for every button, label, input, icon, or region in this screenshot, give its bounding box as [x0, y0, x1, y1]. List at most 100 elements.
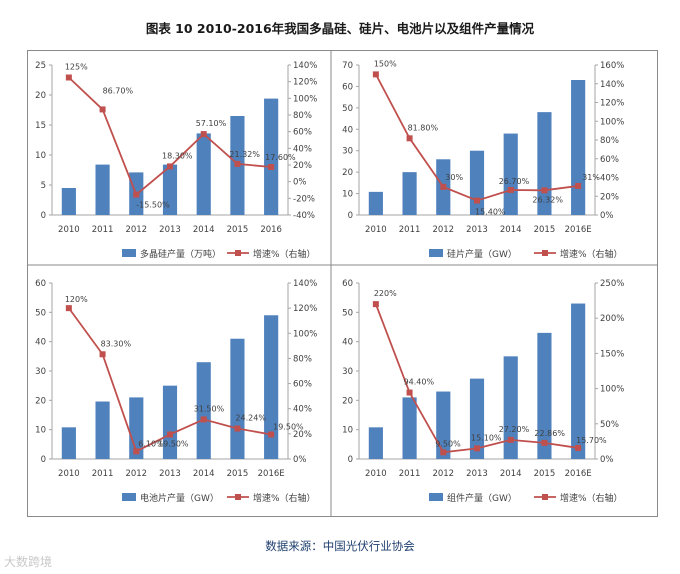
chart-1: 0 5 10 15 20 25 -40% -20% 0% 20% 40% 60% 80% 100% 120%…: [35, 61, 317, 260]
right-axis-tick-label: 140%: [293, 61, 317, 71]
x-axis-tick-label: 2014: [193, 225, 215, 235]
bar: [537, 332, 552, 459]
left-axis-tick-label: 20: [35, 396, 46, 406]
growth-rate-point: [406, 135, 413, 142]
growth-rate-data-label: 15.70%: [576, 436, 607, 445]
bar: [264, 315, 279, 459]
legend-swatch-marker: [235, 250, 241, 256]
x-axis-tick-label: 2015: [227, 469, 249, 479]
growth-rate-point: [200, 416, 207, 423]
growth-rate-data-label: 24.24%: [235, 414, 266, 423]
x-axis-tick-label: 2014: [500, 469, 522, 479]
growth-rate-point: [440, 449, 447, 456]
right-axis-tick-label: 120%: [600, 99, 624, 109]
x-axis-tick-label: 2012: [432, 225, 454, 235]
right-axis-tick-label: 150%: [600, 349, 624, 359]
left-axis-tick-label: 70: [342, 61, 353, 71]
chart-2: 0 10 20 30 40 50 60 70 0% 20% 40% 60% 80% 100% 120% 140…: [342, 59, 624, 260]
bar: [571, 80, 586, 215]
left-axis-tick-label: 40: [342, 338, 353, 348]
x-axis-tick-label: 2016: [260, 225, 282, 235]
right-axis-tick-label: -20%: [293, 194, 315, 204]
bar: [230, 338, 245, 459]
bar: [571, 303, 586, 459]
left-axis-tick-label: 0: [348, 455, 353, 465]
growth-rate-data-label: 31.50%: [194, 404, 225, 413]
growth-rate-point: [65, 305, 72, 312]
legend-swatch-marker: [542, 494, 548, 500]
right-axis-tick-label: 60%: [293, 128, 312, 138]
growth-rate-point: [541, 439, 548, 446]
chart-4: 0 10 20 30 40 50 60 0% 50% 100% 150% 200% 250% 2010 20…: [342, 279, 624, 504]
legend-swatch-bar: [429, 249, 443, 257]
growth-rate-data-label: 19.50%: [273, 422, 304, 431]
growth-rate-data-label: 26.32%: [532, 195, 563, 204]
right-axis-tick-label: 40%: [293, 144, 312, 154]
left-axis-tick-label: 30: [342, 367, 353, 377]
right-axis-tick-label: 0%: [293, 178, 307, 188]
growth-rate-data-label: 94.40%: [404, 378, 435, 387]
x-axis-tick-label: 2015: [227, 225, 249, 235]
growth-rate-point: [234, 160, 241, 167]
growth-rate-point: [167, 431, 173, 438]
x-axis-tick-label: 2011: [399, 469, 421, 479]
left-axis-tick-label: 50: [342, 104, 353, 114]
right-axis-tick-label: 80%: [600, 136, 619, 146]
x-axis-tick-label: 2013: [159, 469, 181, 479]
x-axis-tick-label: 2016E: [565, 469, 592, 479]
right-axis-tick-label: 40%: [293, 405, 312, 415]
left-axis-tick-label: 50: [35, 308, 46, 318]
left-axis-tick-label: 25: [35, 61, 46, 71]
right-axis-tick-label: 250%: [600, 279, 624, 289]
bar: [196, 362, 211, 459]
growth-rate-data-label: 31%: [582, 173, 600, 182]
bar: [162, 164, 178, 215]
x-axis-tick-label: 2012: [125, 469, 147, 479]
bar: [95, 164, 110, 215]
bar: [469, 378, 485, 459]
left-axis-tick-label: 5: [41, 181, 46, 191]
legend-label-bar: 组件产量（GW）: [447, 492, 517, 504]
growth-rate-point: [372, 301, 379, 308]
right-axis-tick-label: 80%: [293, 354, 312, 364]
right-axis-tick-label: 160%: [600, 61, 624, 71]
right-axis-tick-label: 40%: [600, 174, 619, 184]
growth-rate-data-label: 26.70%: [499, 177, 530, 186]
growth-rate-point: [99, 106, 106, 113]
growth-rate-data-label: 220%: [374, 289, 397, 298]
growth-rate-point: [268, 164, 275, 170]
bar: [61, 188, 76, 215]
growth-rate-data-label: 17.60%: [265, 153, 296, 162]
right-axis-tick-label: 120%: [293, 304, 317, 314]
x-axis-tick-label: 2016E: [258, 469, 285, 479]
legend-label-line: 增速%（右轴）: [253, 492, 316, 504]
growth-rate-point: [133, 191, 140, 198]
x-axis-tick-label: 2013: [159, 225, 181, 235]
source-note: 数据来源：中国光伏行业协会: [265, 539, 415, 553]
bar: [61, 427, 76, 459]
bar: [95, 401, 110, 459]
growth-rate-point: [372, 71, 379, 78]
bar: [368, 191, 383, 215]
legend-label-bar: 多晶硅产量（万吨）: [140, 248, 221, 260]
x-axis-tick-label: 2011: [399, 225, 421, 235]
growth-rate-point: [200, 131, 207, 138]
right-axis-tick-label: 100%: [293, 94, 317, 104]
growth-rate-data-label: 27.20%: [499, 425, 530, 434]
x-axis-tick-label: 2010: [58, 225, 80, 235]
growth-rate-data-label: 150%: [374, 59, 397, 68]
right-axis-tick-label: 100%: [293, 329, 317, 339]
growth-rate-point: [507, 436, 514, 443]
growth-rate-point: [575, 182, 582, 189]
legend-label-bar: 硅片产量（GW）: [447, 248, 517, 260]
left-axis-tick-label: 15: [35, 121, 46, 131]
left-axis-tick-label: 20: [342, 168, 353, 178]
chart-panel-frame: 0 5 10 15 20 25 -40% -20% 0% 20% 40% 60% 80% 100% 120%…: [27, 50, 658, 517]
charts-canvas: 0510152025-40%-20%0%20%40%60%80%100%120%…: [28, 51, 657, 516]
x-axis-tick-label: 2010: [365, 225, 387, 235]
bar: [196, 133, 211, 215]
x-axis-tick-label: 2014: [500, 225, 522, 235]
right-axis-tick-label: 0%: [600, 455, 614, 465]
growth-rate-point: [474, 445, 480, 452]
right-axis-tick-label: 100%: [600, 117, 624, 127]
